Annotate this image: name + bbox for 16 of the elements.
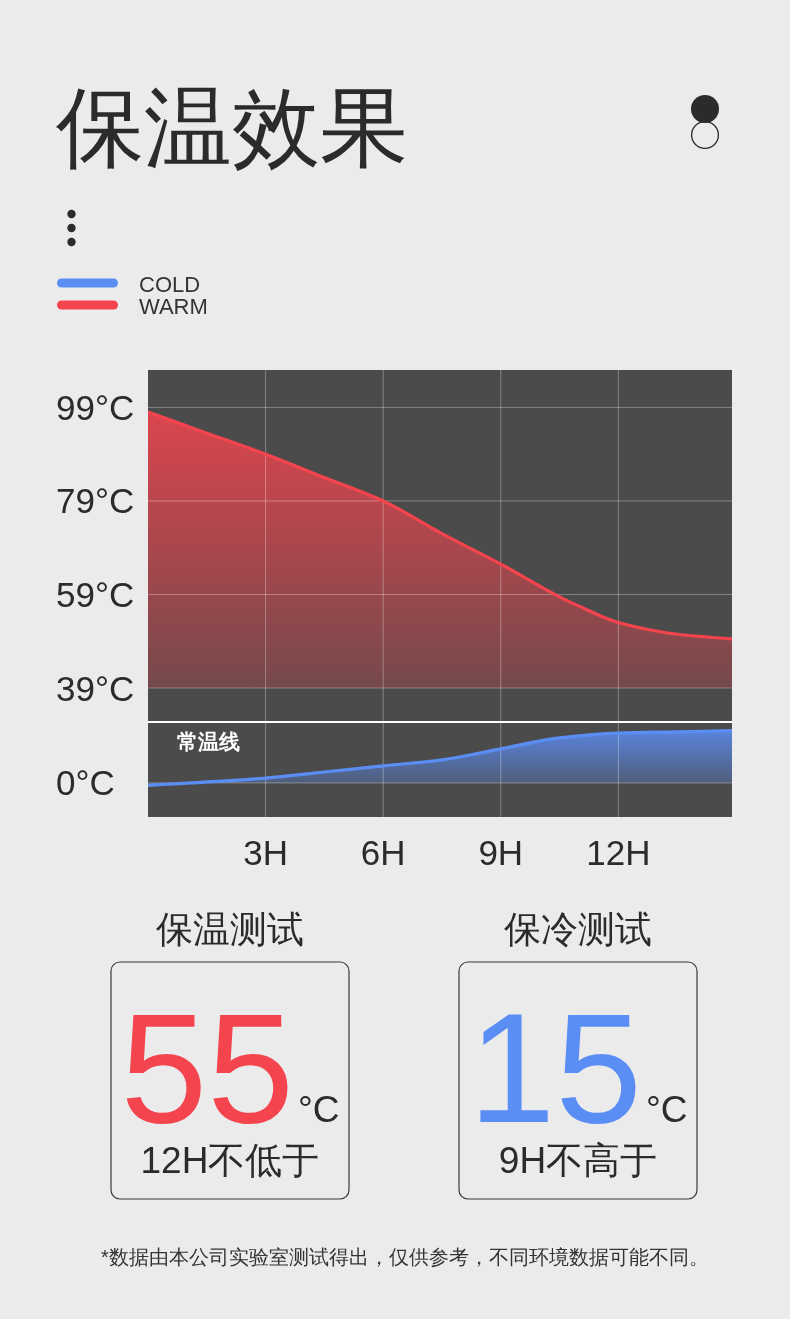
text: °C xyxy=(298,1089,340,1130)
x-tick-label: 12H xyxy=(586,833,651,872)
x-tick-label: 6H xyxy=(360,833,406,872)
text: 保温测试 xyxy=(156,909,304,950)
y-tick-label: 99°C xyxy=(56,387,135,427)
x-tick-label: 3H xyxy=(243,833,288,872)
y-tick-label: 39°C xyxy=(56,668,135,708)
x-tick-label: 9H xyxy=(478,833,524,872)
text: °C xyxy=(646,1089,688,1130)
chart-title: 保温效果 xyxy=(56,78,408,177)
text: 保冷测试 xyxy=(504,909,652,950)
y-tick-label: 79°C xyxy=(56,481,135,521)
y-tick-label: 0°C xyxy=(56,763,115,803)
y-tick-label: 59°C xyxy=(56,574,135,614)
text: *数据由本公司实验室测试得出，仅供参考，不同环境数据可能不同。 xyxy=(101,1246,709,1268)
ref-line-label: 常温线 xyxy=(177,730,240,754)
